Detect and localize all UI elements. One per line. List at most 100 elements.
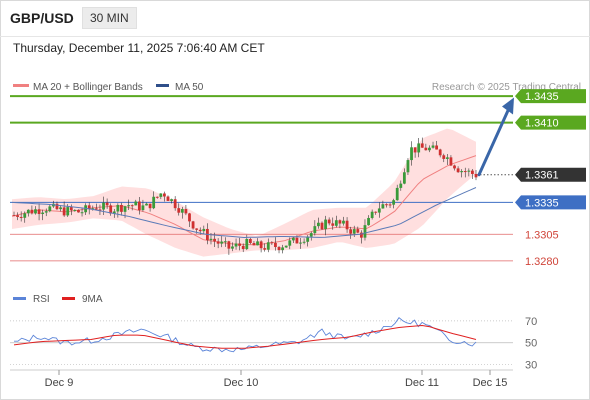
candle-body [91, 208, 95, 210]
candle-body [155, 196, 159, 198]
candle-body [435, 145, 439, 150]
candle-body [467, 170, 471, 172]
candle-body [202, 228, 206, 232]
candle-body [334, 220, 338, 226]
candle-body [148, 203, 152, 209]
candle-body [41, 212, 45, 215]
candle-body [120, 204, 123, 212]
price-tag-1-3435 [515, 89, 586, 104]
legend-rsi-label: RSI [33, 294, 50, 305]
candles [12, 137, 478, 255]
symbol-label: GBP/USD [10, 10, 74, 26]
candle-body [256, 241, 259, 246]
candle-body [299, 242, 302, 244]
price-label-1-3335: 1.3335 [525, 197, 559, 209]
candle-body [30, 209, 34, 214]
candle-body [19, 216, 23, 218]
timeframe-button[interactable]: 30 MIN [82, 7, 137, 29]
ma50-line [11, 187, 477, 239]
candle-body [263, 248, 267, 250]
legend-ma20-label: MA 20 + Bollinger Bands [33, 82, 143, 93]
candle-body [238, 243, 242, 246]
candle-body [23, 213, 27, 218]
price-label-1-3280: 1.3280 [525, 256, 559, 268]
candle-body [463, 171, 467, 173]
candle-body [184, 209, 188, 214]
price-label-1-3435: 1.3435 [525, 91, 559, 103]
x-tick-label: Dec 9 [45, 377, 74, 389]
candle-body [44, 211, 48, 213]
candle-body [331, 223, 335, 226]
candle-body [59, 207, 62, 210]
candle-body [395, 187, 399, 201]
candle-body [413, 147, 417, 153]
candle-body [220, 241, 224, 244]
candle-body [98, 209, 102, 211]
candle-body [48, 206, 52, 212]
candle-body [306, 236, 310, 242]
candle-body [213, 238, 216, 242]
candle-body [399, 183, 403, 188]
datetime-label: Thursday, December 11, 2025 7:06:40 AM C… [13, 41, 265, 55]
candle-body [173, 199, 177, 209]
candle-body [87, 205, 91, 210]
candle-body [145, 203, 148, 206]
candle-body [460, 171, 464, 173]
candle-body [471, 170, 474, 174]
legend-rsi-swatch [13, 297, 26, 300]
candle-body [270, 242, 274, 244]
legend-ma50-label: MA 50 [175, 82, 204, 93]
candle-body [159, 193, 163, 197]
projection-arrow-head [502, 97, 514, 115]
candle-body [234, 243, 238, 247]
candle-body [170, 199, 173, 201]
candle-body [116, 204, 120, 212]
candle-body [420, 143, 424, 148]
candle-body [281, 247, 285, 251]
candle-body [381, 204, 385, 209]
candle-body [338, 220, 342, 224]
candle-body [80, 212, 84, 214]
bollinger-band [12, 128, 476, 257]
candle-body [424, 147, 428, 151]
candle-body [12, 215, 16, 217]
candle-body [410, 147, 413, 161]
price-tag-1-3410 [515, 115, 586, 130]
candle-body [295, 237, 299, 244]
candle-body [69, 207, 73, 211]
candle-body [166, 196, 170, 201]
candle-body [191, 221, 195, 229]
legend-ma20-swatch [13, 84, 29, 87]
candle-body [130, 205, 134, 207]
candle-body [152, 196, 156, 209]
candle-body [180, 209, 184, 213]
candle-body [417, 143, 421, 153]
candle-body [374, 211, 378, 213]
candle-body [317, 222, 320, 227]
candle-body [456, 168, 460, 173]
candle-body [34, 209, 37, 214]
candle-body [134, 201, 138, 206]
source-label: Research © 2025 Trading Central [432, 82, 581, 93]
candle-body [356, 229, 360, 233]
candle-body [449, 157, 453, 166]
candle-body [402, 172, 406, 184]
candle-body [367, 217, 370, 226]
candle-body [388, 204, 392, 206]
candle-body [442, 155, 446, 159]
candle-body [231, 246, 234, 249]
candle-body [62, 207, 66, 216]
candle-body [453, 165, 456, 169]
candle-body [163, 193, 166, 197]
candle-body [363, 225, 367, 238]
legend-9ma-swatch [62, 297, 75, 300]
candle-body [26, 209, 30, 214]
candle-body [123, 206, 127, 212]
price-label-1-3361: 1.3361 [525, 170, 559, 182]
candle-body [102, 202, 105, 210]
candle-body [112, 211, 116, 214]
candle-body [223, 241, 227, 243]
candle-body [324, 219, 327, 230]
candle-body [302, 241, 306, 243]
